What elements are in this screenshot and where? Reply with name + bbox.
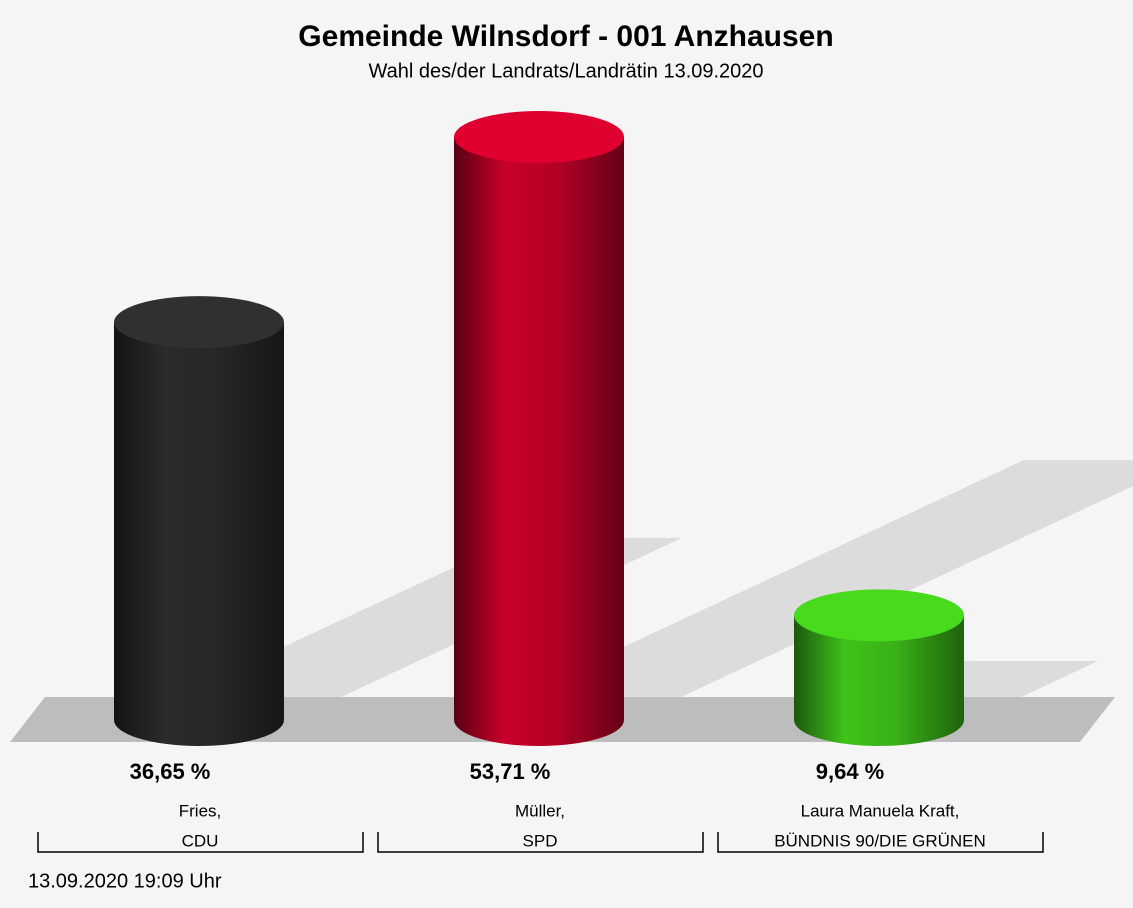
category-bracket (37, 832, 364, 853)
bar-top (794, 589, 964, 642)
category-label: BÜNDNIS 90/DIE GRÜNEN (774, 831, 986, 850)
value-label: 53,71 % (470, 759, 551, 784)
bar-shadow (499, 460, 1133, 705)
bar-top (114, 296, 284, 349)
category-label: Müller, (515, 801, 565, 820)
bar (114, 322, 284, 746)
value-label: 36,65 % (130, 759, 211, 784)
value-label: 9,64 % (816, 759, 885, 784)
category-bracket (377, 832, 704, 853)
bar (454, 137, 624, 746)
bar (794, 615, 964, 746)
category-label: Fries, (179, 801, 222, 820)
chart-title: Gemeinde Wilnsdorf - 001 Anzhausen (298, 20, 833, 53)
category-bracket (717, 832, 1044, 853)
footer: 13.09.2020 19:09 Uhr (28, 870, 222, 892)
bar-top (454, 111, 624, 163)
category-label: CDU (182, 831, 219, 850)
category-label: SPD (523, 831, 558, 850)
category-label: Laura Manuela Kraft, (801, 801, 960, 820)
chart-subtitle: Wahl des/der Landrats/Landrätin 13.09.20… (368, 60, 763, 82)
